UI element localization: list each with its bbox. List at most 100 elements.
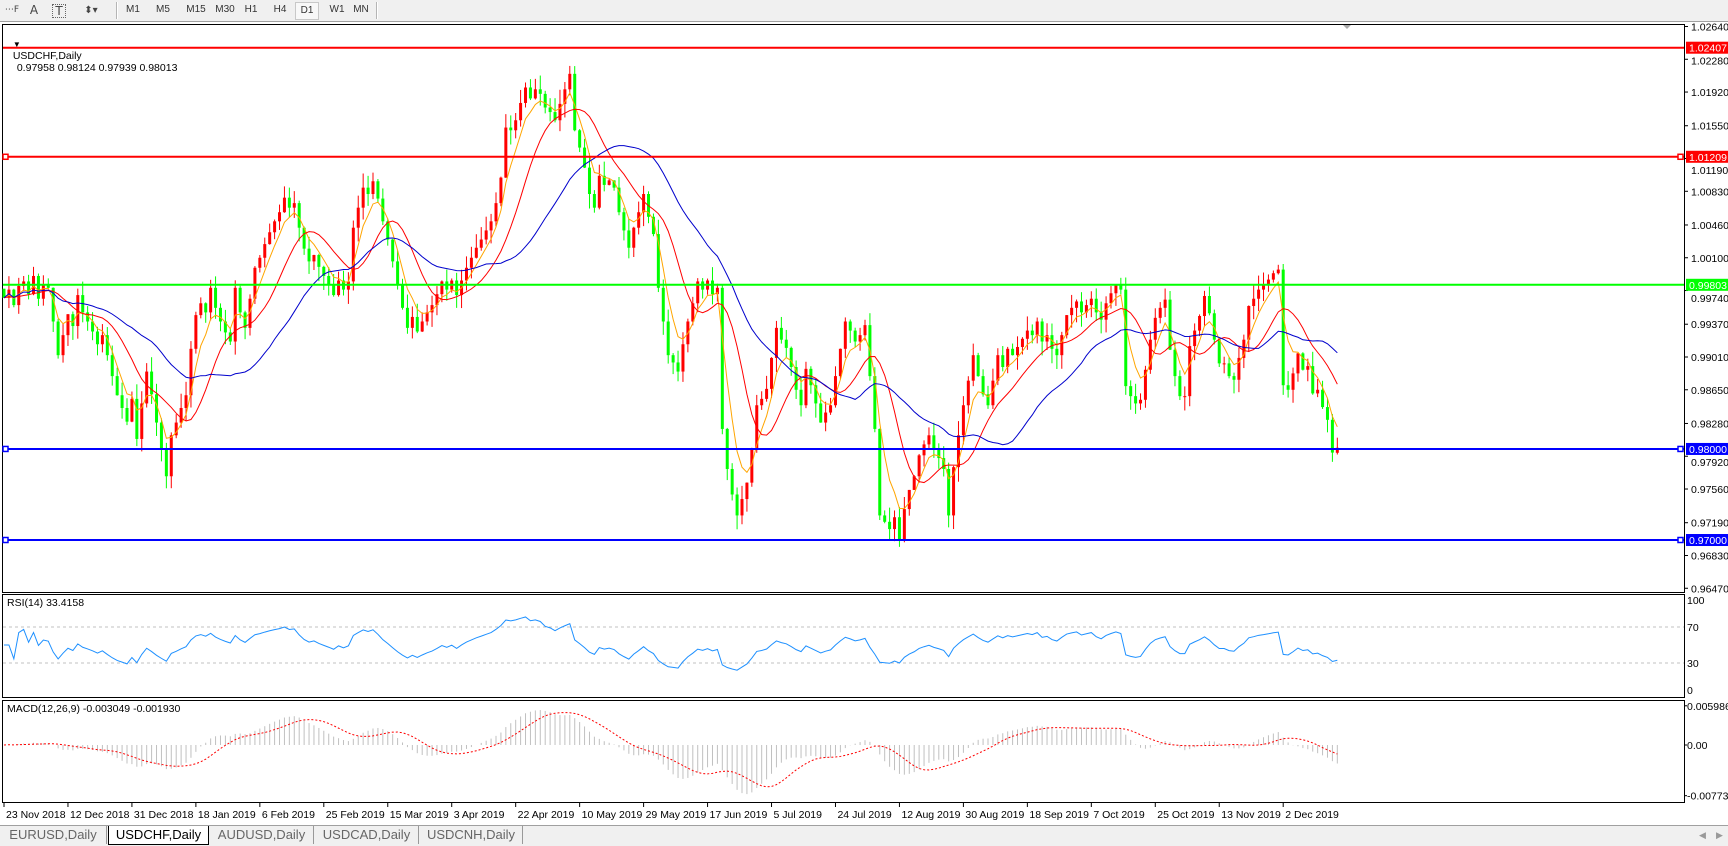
candle-body — [302, 227, 306, 249]
candle — [1104, 296, 1108, 333]
candle-body — [1227, 363, 1231, 377]
candle-body — [1139, 399, 1143, 404]
candle-body — [1325, 407, 1329, 420]
timeframe-m1[interactable]: M1 — [126, 4, 140, 15]
candle — [125, 398, 129, 426]
date-axis-label: 17 Jun 2019 — [710, 809, 768, 821]
level-price-label: 0.97000 — [1689, 535, 1727, 547]
candle-body — [95, 331, 99, 345]
text-icon[interactable]: A — [29, 3, 39, 17]
timeframe-h4[interactable]: H4 — [273, 4, 287, 15]
candle-body — [681, 344, 685, 372]
candle — [455, 272, 459, 308]
candle-body — [1257, 289, 1261, 299]
candle-body — [760, 398, 764, 406]
timeframe-h1[interactable]: H1 — [244, 4, 258, 15]
level-price-label: 0.99803 — [1689, 280, 1727, 292]
candle-body — [671, 355, 675, 363]
rsi-label: RSI(14) 33.4158 — [7, 597, 85, 609]
candle — [1247, 305, 1251, 353]
candle-body — [71, 314, 75, 327]
candle-body — [1291, 373, 1295, 390]
chart-symbol: USDCHF,Daily — [12, 50, 82, 62]
candle-body — [597, 175, 601, 208]
candle — [779, 316, 783, 344]
candle-body — [61, 335, 65, 356]
candle — [1262, 272, 1266, 302]
price-axis-label: 1.02640 — [1691, 22, 1728, 33]
candle-body — [942, 458, 946, 469]
candle-body — [838, 348, 842, 377]
candle — [1153, 308, 1157, 349]
candle — [632, 226, 636, 258]
candle — [405, 294, 409, 334]
candle-body — [204, 303, 208, 313]
tab-usdcad-daily[interactable]: USDCAD,Daily — [315, 826, 419, 844]
candle-body — [1124, 289, 1128, 387]
candle — [661, 279, 665, 335]
candle-body — [538, 89, 542, 94]
chart-ohlc: 0.97958 0.98124 0.97939 0.98013 — [16, 62, 178, 74]
candle-body — [499, 177, 503, 204]
candle — [558, 89, 562, 132]
timeframe-mn[interactable]: MN — [353, 4, 369, 15]
timeframe-d1[interactable]: D1 — [295, 2, 319, 20]
candle — [420, 312, 424, 333]
candle-body — [1163, 299, 1167, 308]
candle — [745, 482, 749, 512]
candle-body — [307, 248, 311, 262]
candle — [474, 234, 478, 259]
scroll-right-icon[interactable]: ▶ — [1716, 831, 1723, 841]
arrows-icon[interactable]: ⬍▾ — [84, 5, 98, 16]
candle-body — [966, 380, 970, 406]
tab-usdchf-daily[interactable]: USDCHF,Daily — [108, 826, 209, 845]
tab-eurusd-daily[interactable]: EURUSD,Daily — [0, 826, 107, 844]
candle-body — [1040, 321, 1044, 342]
text-label-icon[interactable]: T — [52, 4, 66, 18]
candle-body — [125, 407, 129, 422]
main-panel — [2, 24, 1685, 593]
timeframe-m30[interactable]: M30 — [215, 4, 235, 15]
candle-body — [1070, 307, 1074, 316]
level-handle — [1677, 445, 1684, 453]
candle — [1001, 346, 1005, 372]
candle-body — [789, 347, 793, 368]
candle-body — [1011, 348, 1015, 356]
candle — [622, 207, 626, 241]
candle-body — [351, 227, 355, 282]
candle-body — [573, 73, 577, 131]
price-axis-label: 0.98650 — [1691, 385, 1728, 397]
candle — [46, 278, 50, 289]
tab-usdcnh-daily[interactable]: USDCNH,Daily — [420, 826, 523, 844]
date-axis-label: 31 Dec 2018 — [134, 809, 194, 821]
rsi-axis-label: 100 — [1687, 595, 1705, 607]
timeframe-w1[interactable]: W1 — [329, 4, 345, 15]
candle-body — [1143, 369, 1147, 400]
moving-average-line-2 — [3, 108, 1338, 484]
candle-body — [410, 316, 414, 328]
candle-body — [824, 412, 828, 423]
date-axis-label: 7 Oct 2019 — [1093, 809, 1145, 821]
date-axis-label: 10 May 2019 — [582, 809, 643, 821]
candle — [135, 384, 139, 447]
candle — [51, 287, 55, 332]
candle-body — [986, 394, 990, 406]
tab-audusd-daily[interactable]: AUDUSD,Daily — [210, 826, 314, 844]
candle-body — [578, 130, 582, 148]
candle — [691, 296, 695, 326]
candle — [209, 279, 213, 321]
collapse-triangle-icon[interactable]: ▼ — [12, 40, 21, 49]
candle-body — [1104, 303, 1108, 320]
timeframe-m5[interactable]: M5 — [156, 4, 170, 15]
price-chart[interactable]: 1.02640 1.02280 1.01920 1.01550 1.01190 1.008… — [0, 22, 1728, 825]
candle — [676, 350, 680, 382]
timeframe-m15[interactable]: M15 — [186, 4, 206, 15]
chart-shift-marker-icon[interactable] — [1343, 25, 1351, 29]
candle-body — [666, 321, 670, 356]
candle-body — [140, 403, 144, 439]
scroll-left-icon[interactable]: ◀ — [1699, 831, 1706, 841]
candle — [592, 190, 596, 213]
candle — [366, 175, 370, 206]
fibonacci-fan-icon[interactable]: ⋯F — [4, 5, 20, 15]
candle-body — [258, 257, 262, 268]
